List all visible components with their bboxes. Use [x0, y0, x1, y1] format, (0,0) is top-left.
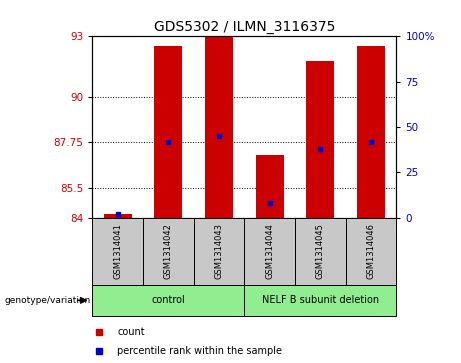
Text: NELF B subunit deletion: NELF B subunit deletion — [262, 295, 379, 305]
Bar — [357, 46, 385, 218]
Bar — [92, 285, 244, 316]
Bar — [154, 46, 182, 218]
Title: GDS5302 / ILMN_3116375: GDS5302 / ILMN_3116375 — [154, 20, 335, 34]
Bar — [205, 36, 233, 218]
Bar — [92, 218, 143, 285]
Bar — [143, 218, 194, 285]
Text: control: control — [151, 295, 185, 305]
Text: GSM1314044: GSM1314044 — [265, 224, 274, 279]
Bar — [194, 218, 244, 285]
Bar — [244, 218, 295, 285]
Text: GSM1314045: GSM1314045 — [316, 224, 325, 279]
Bar — [307, 61, 334, 218]
Bar — [104, 214, 131, 218]
Text: GSM1314041: GSM1314041 — [113, 224, 122, 279]
Text: genotype/variation: genotype/variation — [5, 296, 91, 305]
Text: GSM1314042: GSM1314042 — [164, 224, 173, 279]
Text: percentile rank within the sample: percentile rank within the sample — [118, 346, 283, 356]
Text: count: count — [118, 327, 145, 337]
Text: GSM1314046: GSM1314046 — [366, 223, 376, 280]
Bar — [295, 218, 346, 285]
Bar — [346, 218, 396, 285]
Bar — [256, 155, 284, 218]
Bar — [244, 285, 396, 316]
Text: GSM1314043: GSM1314043 — [214, 223, 224, 280]
